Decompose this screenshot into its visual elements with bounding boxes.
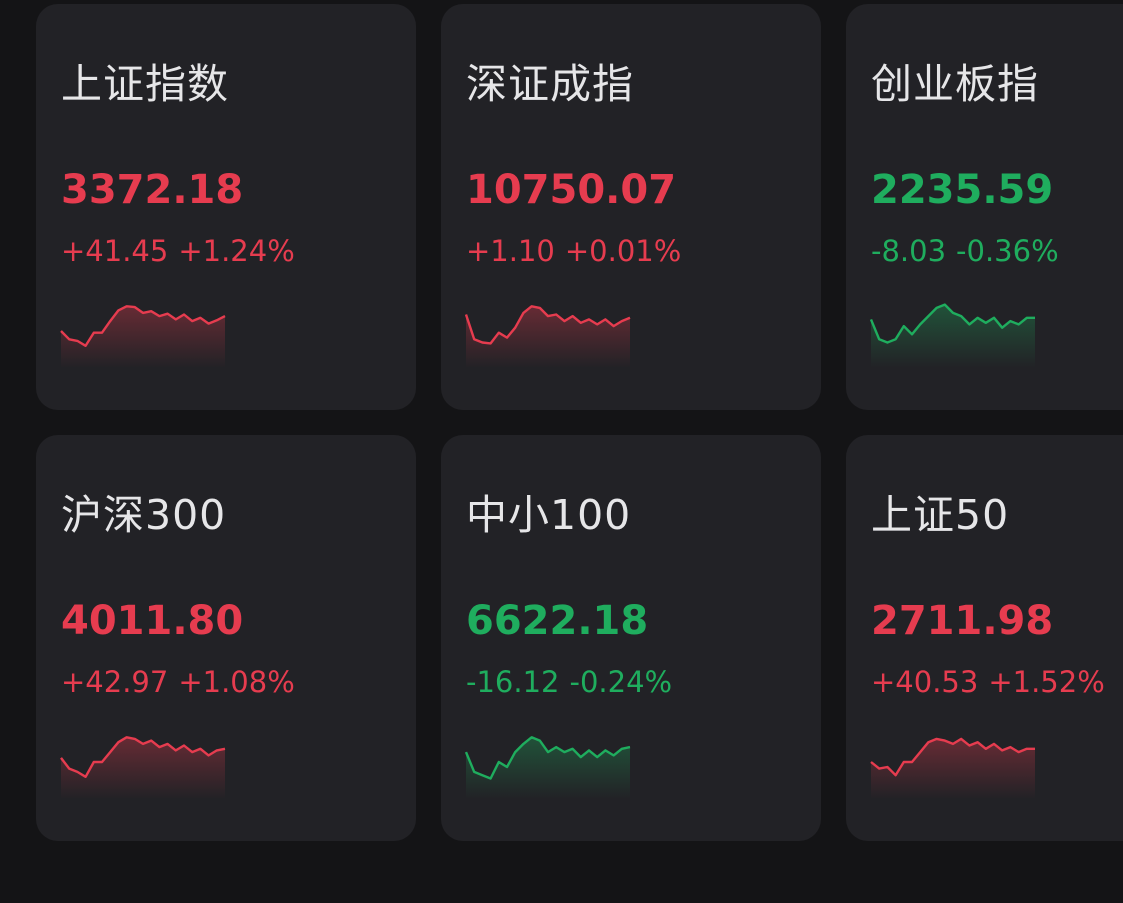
index-name: 沪深300 <box>61 491 227 539</box>
sparkline-line <box>60 305 226 347</box>
index-price: 10750.07 <box>466 167 677 213</box>
sparkline-line <box>870 737 1035 777</box>
change-percent: +1.24% <box>178 234 295 268</box>
index-change: -8.03 -0.36% <box>871 237 1059 266</box>
index-name: 中小100 <box>466 491 632 539</box>
sparkline-chart <box>869 303 1035 368</box>
change-percent: -0.24% <box>569 665 673 699</box>
sparkline-area <box>871 738 1035 799</box>
change-value: +41.45 <box>61 234 169 268</box>
index-card-sme100[interactable]: 中小100 6622.18 -16.12 -0.24% <box>441 435 821 841</box>
sparkline-line <box>464 305 631 345</box>
change-value: -16.12 <box>466 665 560 699</box>
change-percent: +0.01% <box>564 234 682 268</box>
index-change: +1.10 +0.01% <box>466 237 681 266</box>
index-price: 4011.80 <box>61 598 244 644</box>
index-card-sse-composite[interactable]: 上证指数 3372.18 +41.45 +1.24% <box>36 4 416 410</box>
change-percent: -0.36% <box>956 234 1059 268</box>
sparkline-area <box>466 737 630 799</box>
change-value: +1.10 <box>466 234 555 268</box>
index-card-csi300[interactable]: 沪深300 4011.80 +42.97 +1.08% <box>36 435 416 841</box>
index-price: 3372.18 <box>61 167 244 213</box>
sparkline-area <box>466 306 630 368</box>
sparkline-chart <box>464 305 631 368</box>
index-card-chinext[interactable]: 创业板指 2235.59 -8.03 -0.36% <box>846 4 1123 410</box>
sparkline-area <box>61 737 225 799</box>
index-price: 6622.18 <box>466 598 649 644</box>
sparkline-line <box>464 736 631 780</box>
sparkline-chart <box>870 737 1035 799</box>
index-card-szse-component[interactable]: 深证成指 10750.07 +1.10 +0.01% <box>441 4 821 410</box>
index-card-sse50[interactable]: 上证50 2711.98 +40.53 +1.52% <box>846 435 1123 841</box>
change-value: -8.03 <box>871 234 947 268</box>
sparkline-line <box>869 303 1035 344</box>
index-name: 深证成指 <box>466 60 634 108</box>
change-value: +42.97 <box>61 665 169 699</box>
change-percent: +1.08% <box>178 665 295 699</box>
index-price: 2235.59 <box>871 167 1054 213</box>
sparkline-chart <box>464 736 631 799</box>
index-price: 2711.98 <box>871 598 1054 644</box>
change-value: +40.53 <box>871 665 979 699</box>
sparkline-area <box>61 306 225 368</box>
index-change: -16.12 -0.24% <box>466 668 672 697</box>
index-change: +40.53 +1.52% <box>871 668 1105 697</box>
sparkline-chart <box>60 736 226 799</box>
index-name: 创业板指 <box>871 60 1039 108</box>
change-percent: +1.52% <box>988 665 1105 699</box>
index-change: +42.97 +1.08% <box>61 668 295 697</box>
index-name: 上证指数 <box>61 60 229 108</box>
sparkline-line <box>60 736 226 778</box>
index-name: 上证50 <box>871 491 1010 539</box>
sparkline-chart <box>60 305 226 368</box>
index-change: +41.45 +1.24% <box>61 237 295 266</box>
sparkline-area <box>871 304 1035 368</box>
